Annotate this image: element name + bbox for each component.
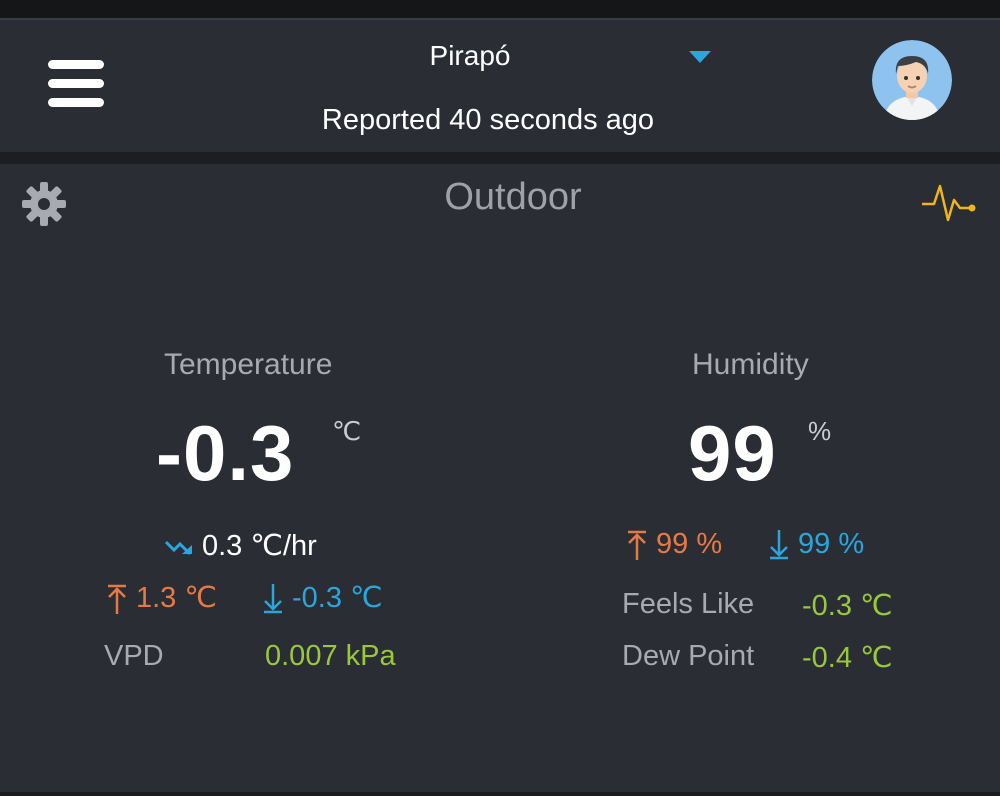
pulse-icon[interactable] [920,176,980,226]
temperature-unit: ℃ [332,416,362,446]
arrow-up-icon [628,531,646,561]
caret-down-icon[interactable] [688,50,712,64]
temperature-high-text: 1.3 ℃ [136,582,217,614]
temperature-low: -0.3 ℃ [262,580,383,615]
temperature-value: -0.3 [156,409,295,497]
top-strip [0,0,1000,18]
reported-status: Reported 40 seconds ago [321,104,655,136]
temperature-high: 1.3 ℃ [106,580,217,615]
app-header: Pirapó Reported 40 seconds ago [0,18,1000,154]
outdoor-panel: Outdoor Temperature -0.3 ℃ 0.3 ℃/hr 1.3 … [0,164,1000,792]
bottom-edge [0,792,1000,796]
feels-like-label: Feels Like [622,588,755,620]
trend-down-icon [164,541,192,556]
arrow-down-icon [770,530,788,560]
temperature-low-text: -0.3 ℃ [292,582,383,614]
humidity-low-text: 99 % [798,528,865,560]
feels-like-value: -0.3 ℃ [802,590,893,622]
station-name[interactable]: Pirapó [429,40,511,71]
humidity-value: 99 [688,409,777,497]
humidity-unit: % [808,416,832,446]
menu-icon[interactable] [48,60,104,108]
humidity-high-text: 99 % [656,528,723,560]
avatar[interactable] [872,40,952,120]
dew-point-value: -0.4 ℃ [802,642,893,674]
dew-point-label: Dew Point [622,640,755,672]
humidity-label: Humidity [692,348,809,381]
arrow-up-icon [108,585,126,615]
header-gap [0,152,1000,164]
temperature-trend: 0.3 ℃/hr [164,528,317,563]
panel-title: Outdoor [444,176,582,218]
vpd-value: 0.007 kPa [265,640,396,672]
gear-icon[interactable] [20,180,68,228]
arrow-down-icon [264,584,282,614]
vpd-label: VPD [104,640,164,672]
temperature-label: Temperature [164,348,333,381]
temperature-trend-text: 0.3 ℃/hr [202,530,317,562]
humidity-high: 99 % [626,528,722,561]
humidity-low: 99 % [768,528,864,561]
